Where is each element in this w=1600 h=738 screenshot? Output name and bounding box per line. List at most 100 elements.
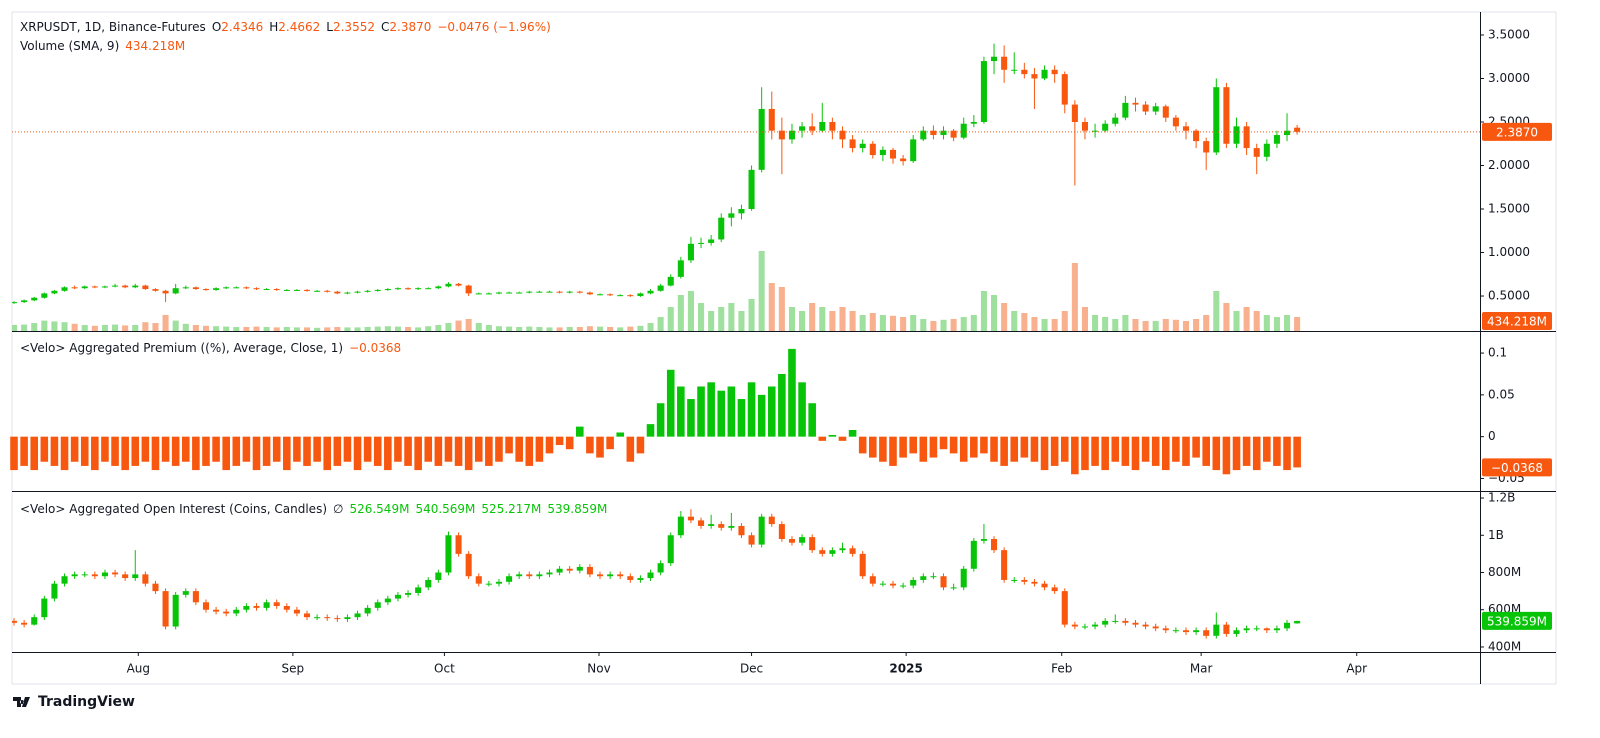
- candle-body: [960, 123, 967, 138]
- candle-body: [81, 286, 88, 289]
- candle-body: [930, 130, 937, 136]
- premium-bar: [616, 432, 625, 437]
- premium-bar: [949, 436, 958, 454]
- volume-bar: [354, 327, 361, 331]
- candle-body: [445, 535, 452, 573]
- volume-bar: [31, 323, 38, 331]
- candle-body: [1021, 579, 1028, 582]
- premium-bar: [495, 436, 503, 462]
- candle-body: [1203, 141, 1210, 153]
- candle-body: [920, 576, 927, 580]
- volume-bar: [829, 311, 836, 331]
- y-tick-label: 3.5000: [1488, 27, 1530, 41]
- candle-body: [819, 550, 826, 554]
- ohlc-key: L: [326, 20, 333, 34]
- candle-body: [374, 289, 381, 291]
- candle-body: [607, 294, 614, 296]
- premium-bar: [838, 436, 847, 441]
- candle-body: [51, 583, 58, 599]
- candle-body: [1142, 104, 1149, 112]
- volume-bar: [586, 326, 593, 331]
- candle-body: [1092, 624, 1099, 627]
- candle-body: [1243, 628, 1250, 631]
- logo-icon: [13, 697, 30, 707]
- volume-bar: [162, 315, 169, 331]
- volume-bar: [233, 327, 240, 331]
- candle-body: [596, 574, 604, 577]
- candle-body: [384, 598, 391, 603]
- candle-body: [991, 56, 998, 62]
- volume-bar: [1021, 313, 1028, 331]
- volume-bar: [566, 327, 573, 331]
- candle-body: [546, 291, 553, 293]
- premium-bar: [1252, 436, 1261, 471]
- volume-bar: [1071, 263, 1078, 331]
- premium-bar: [525, 436, 534, 466]
- volume-bar: [536, 327, 543, 331]
- candle-body: [778, 524, 785, 539]
- premium-bar: [1162, 436, 1170, 471]
- candle-body: [1112, 620, 1119, 622]
- candle-body: [293, 609, 300, 614]
- x-tick-label: Mar: [1190, 662, 1213, 676]
- candle-body: [465, 285, 472, 294]
- premium-bar: [980, 436, 988, 454]
- premium-bar: [1081, 436, 1089, 471]
- oi-title: <Velo> Aggregated Open Interest (Coins, …: [20, 502, 327, 516]
- volume-bar: [1051, 319, 1058, 331]
- x-tick-label: Apr: [1346, 662, 1367, 676]
- volume-bar: [213, 326, 220, 331]
- volume-bar: [920, 319, 927, 331]
- premium-bar: [737, 399, 746, 437]
- candle-body: [435, 572, 442, 580]
- candle-body: [667, 535, 674, 564]
- premium-bar: [1131, 436, 1140, 471]
- candle-body: [162, 290, 169, 294]
- candle-body: [101, 572, 108, 577]
- candle-body: [768, 516, 775, 525]
- candle-body: [1172, 630, 1179, 632]
- premium-bar: [1050, 436, 1059, 466]
- candle-body: [21, 622, 28, 625]
- candle-body: [273, 602, 280, 607]
- candle-body: [748, 535, 755, 545]
- candle-body: [233, 609, 240, 614]
- candle-body: [1193, 130, 1200, 142]
- candle-body: [354, 613, 361, 618]
- premium-bar: [353, 436, 362, 471]
- volume-bar: [61, 322, 68, 331]
- candle-body: [586, 292, 593, 295]
- volume-bar: [991, 295, 998, 331]
- volume-bar: [758, 251, 765, 331]
- candle-body: [506, 292, 513, 294]
- premium-bar: [394, 436, 402, 462]
- premium-value: −0.0368: [349, 341, 402, 355]
- candle-body: [293, 289, 300, 291]
- volume-bar: [1283, 315, 1291, 331]
- premium-bar: [1040, 436, 1049, 471]
- volume-bar: [657, 317, 664, 331]
- volume-bar: [1223, 303, 1230, 331]
- premium-bar: [1172, 436, 1180, 462]
- volume-value: 434.218M: [125, 39, 186, 53]
- candle-body: [1122, 620, 1129, 623]
- volume-bar: [1172, 319, 1179, 331]
- candle-body: [859, 553, 866, 577]
- candle-body: [1294, 620, 1301, 624]
- premium-bar: [798, 382, 806, 437]
- candle-body: [536, 291, 543, 293]
- volume-bar: [940, 319, 947, 331]
- volume-bar: [455, 320, 462, 331]
- price-legend: XRPUSDT, 1D, Binance-Futures O2.4346 H2.4…: [20, 20, 551, 34]
- premium-title: <Velo> Aggregated Premium ((%), Average,…: [20, 341, 344, 355]
- candle-body: [596, 294, 604, 296]
- premium-bar: [687, 399, 695, 437]
- candle-body: [1203, 630, 1210, 636]
- candle-body: [1273, 135, 1280, 144]
- candle-body: [1182, 630, 1190, 633]
- ohlc-item: H2.4662: [269, 20, 320, 34]
- premium-bar: [555, 436, 564, 446]
- volume-bar: [172, 320, 179, 331]
- candle-body: [556, 568, 563, 573]
